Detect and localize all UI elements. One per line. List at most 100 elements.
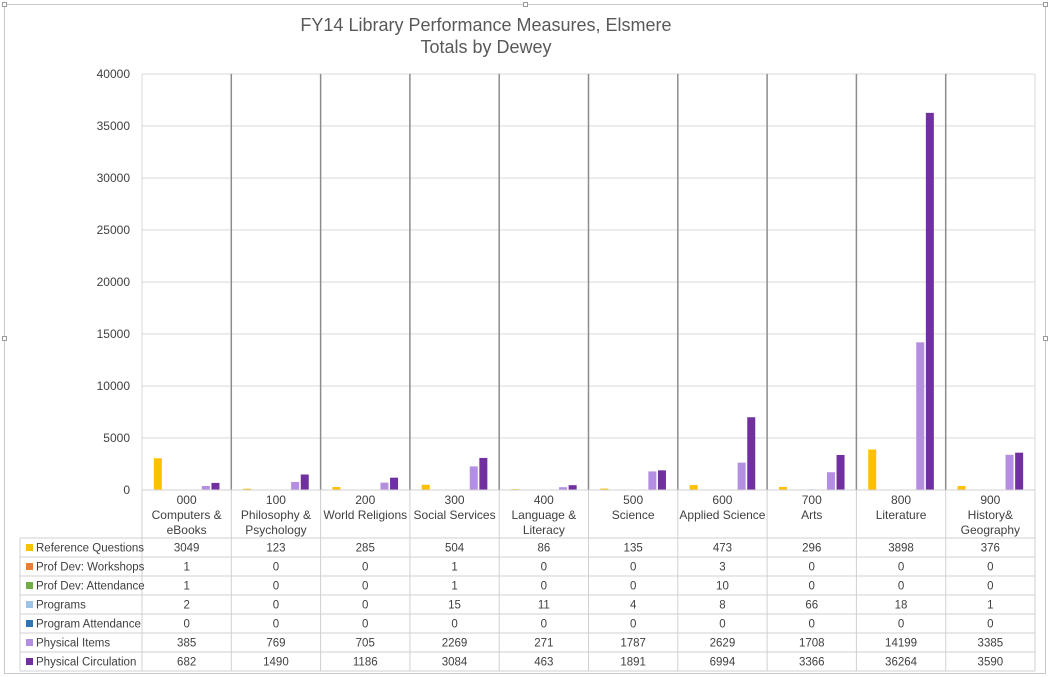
bar: [648, 471, 657, 490]
resize-handle-top-left[interactable]: [2, 2, 7, 7]
data-label: 3385: [978, 638, 1004, 650]
y-tick-label: 40000: [97, 67, 131, 81]
data-label: 0: [362, 600, 368, 612]
data-label: 2: [183, 600, 189, 612]
chart-title-block: FY14 Library Performance Measures, Elsme…: [186, 14, 786, 58]
data-label: 14199: [885, 638, 917, 650]
y-tick-label: 20000: [97, 275, 131, 289]
data-label: 10: [716, 581, 729, 593]
bar: [380, 482, 389, 490]
bar: [826, 472, 835, 490]
data-label: 3084: [442, 657, 468, 669]
data-label: 0: [898, 619, 904, 631]
data-label: 0: [630, 562, 636, 574]
data-label: 123: [266, 543, 285, 555]
data-label: 769: [266, 638, 285, 650]
category-label: Applied Science: [679, 508, 765, 522]
bar: [469, 466, 478, 490]
bar: [925, 112, 934, 490]
category-label: Literacy: [523, 523, 565, 537]
bar: [957, 486, 966, 490]
data-label: 376: [981, 543, 1000, 555]
data-label: 3366: [799, 657, 825, 669]
legend-entry: Physical Items: [36, 638, 110, 650]
category-label: 400: [534, 493, 554, 507]
category-label: 500: [623, 493, 643, 507]
data-label: 0: [987, 562, 993, 574]
category-label: 200: [355, 493, 375, 507]
data-label: 36264: [885, 657, 918, 669]
bars: [153, 112, 1024, 490]
data-label: 0: [809, 562, 815, 574]
resize-handle-middle-right[interactable]: [1043, 336, 1048, 341]
bar: [836, 454, 845, 490]
chart-title: FY14 Library Performance Measures, Elsme…: [300, 15, 672, 35]
bar: [153, 458, 162, 490]
data-label: 11: [538, 600, 550, 612]
data-label: 15: [448, 600, 461, 612]
category-label: 300: [445, 493, 465, 507]
bar: [300, 474, 309, 490]
bar: [778, 486, 787, 490]
bar: [689, 485, 698, 490]
data-label: 0: [809, 581, 815, 593]
bar: [916, 342, 925, 490]
y-tick-label: 0: [123, 483, 130, 497]
category-label: Psychology: [245, 523, 306, 537]
category-label: eBooks: [167, 523, 207, 537]
data-label: 296: [802, 543, 821, 555]
category-label: Geography: [961, 523, 1020, 537]
category-label: 600: [712, 493, 732, 507]
data-label: 705: [356, 638, 375, 650]
bar: [657, 470, 666, 490]
data-label: 0: [273, 600, 279, 612]
data-label: 0: [541, 581, 547, 593]
category-label: Philosophy &: [241, 508, 311, 522]
category-label: 000: [177, 493, 197, 507]
data-label: 1490: [263, 657, 289, 669]
data-label: 0: [809, 619, 815, 631]
data-label: 66: [805, 600, 818, 612]
bar: [421, 484, 430, 490]
data-label: 1: [183, 581, 189, 593]
resize-handle-top-center[interactable]: [523, 2, 528, 7]
data-label: 2629: [710, 638, 736, 650]
data-label: 3898: [888, 543, 914, 555]
legend-entry: Physical Circulation: [36, 657, 136, 669]
bar: [568, 485, 577, 490]
y-tick-label: 15000: [97, 327, 131, 341]
data-label: 0: [183, 619, 189, 631]
y-tick-label: 35000: [97, 119, 131, 133]
resize-handle-top-right[interactable]: [1043, 2, 1048, 7]
data-label: 0: [362, 581, 368, 593]
chart-subtitle: Totals by Dewey: [420, 37, 552, 57]
category-label: Computers &: [152, 508, 222, 522]
data-label: 0: [451, 619, 457, 631]
category-label: Science: [612, 508, 655, 522]
legend-swatch: [26, 601, 33, 608]
data-label: 0: [273, 619, 279, 631]
category-label: History&: [968, 508, 1013, 522]
bar: [1015, 452, 1024, 490]
category-label: 800: [891, 493, 911, 507]
category-label: 900: [980, 493, 1000, 507]
data-label: 0: [362, 619, 368, 631]
bar: [243, 488, 252, 490]
data-label: 0: [273, 562, 279, 574]
y-tick-label: 25000: [97, 223, 131, 237]
data-label: 1708: [799, 638, 825, 650]
resize-handle-middle-left[interactable]: [2, 336, 7, 341]
y-tick-label: 30000: [97, 171, 131, 185]
data-label: 1891: [620, 657, 646, 669]
data-label: 135: [624, 543, 643, 555]
legend-swatch: [26, 563, 33, 570]
legend-swatch: [26, 639, 33, 646]
bar: [747, 417, 756, 490]
category-label: Language &: [511, 508, 576, 522]
data-label: 1: [451, 581, 457, 593]
bar: [868, 449, 877, 490]
data-label: 1: [183, 562, 189, 574]
data-label: 0: [719, 619, 725, 631]
legend-entry: Prof Dev: Workshops: [36, 562, 145, 574]
